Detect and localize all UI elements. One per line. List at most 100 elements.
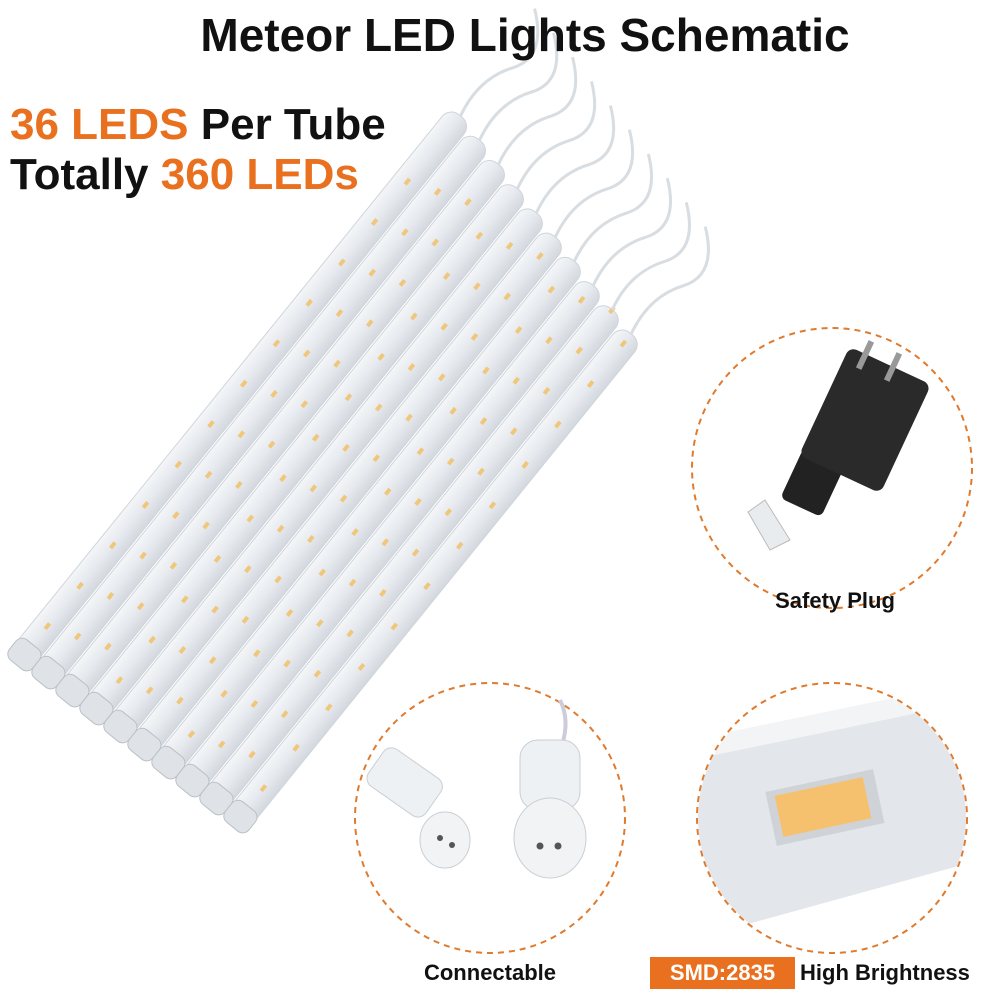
- tubes: [7, 8, 710, 834]
- led-dot: [545, 336, 553, 345]
- led-dot: [283, 659, 291, 668]
- led-dot: [423, 582, 431, 591]
- title: Meteor LED Lights Schematic: [200, 9, 850, 61]
- led-dot: [554, 420, 562, 429]
- tube-wire: [459, 8, 540, 117]
- led-dot: [235, 481, 243, 489]
- tube-wire: [535, 105, 616, 214]
- tube: [55, 56, 578, 708]
- led-dot: [187, 730, 196, 739]
- led-dot: [313, 669, 322, 678]
- led-dot: [141, 500, 150, 509]
- led-dot: [442, 272, 451, 281]
- led-dot: [510, 427, 518, 436]
- led-dot: [318, 568, 327, 577]
- led-dot: [411, 548, 420, 557]
- tube-wire: [629, 226, 710, 335]
- tube: [151, 153, 653, 780]
- led-dot: [464, 198, 472, 207]
- led-dot: [104, 642, 112, 651]
- tube: [103, 105, 616, 744]
- led-dot: [446, 457, 455, 466]
- led-dot: [503, 292, 511, 301]
- led-dot: [346, 629, 354, 638]
- led-dot: [438, 373, 446, 382]
- led-dot: [475, 231, 484, 240]
- connector-illustration: [366, 699, 587, 879]
- led-dot: [335, 309, 344, 318]
- led-dot: [547, 285, 556, 294]
- led-dot: [307, 535, 315, 543]
- headline-accent: 360 LEDs: [160, 150, 359, 199]
- led-dot: [449, 406, 457, 415]
- led-dot: [403, 177, 412, 186]
- led-dot: [455, 541, 464, 550]
- led-dot: [176, 696, 184, 705]
- led-dot: [267, 440, 276, 449]
- led-dot: [285, 608, 294, 617]
- led-dot: [279, 474, 287, 483]
- led-dot: [172, 511, 180, 520]
- led-dot: [470, 332, 479, 341]
- led-dot: [374, 403, 383, 412]
- tube-wire: [572, 153, 653, 262]
- led-dot: [344, 393, 353, 402]
- led-dot: [106, 592, 115, 600]
- led-dot: [211, 605, 219, 614]
- tube-wire: [591, 177, 672, 287]
- tube-wire: [497, 56, 578, 166]
- led-dot: [246, 514, 255, 523]
- headline: 36 LEDS Per Tube: [10, 100, 386, 150]
- led-dot: [348, 578, 357, 587]
- led-dot: [542, 386, 551, 395]
- callout-label: Safety Plug: [775, 588, 895, 613]
- led-dot: [145, 686, 154, 695]
- led-dot: [477, 467, 485, 476]
- led-dot: [333, 359, 341, 368]
- led-dot: [309, 484, 318, 493]
- led-dot: [248, 750, 256, 759]
- led-dot: [410, 312, 418, 321]
- led-dot: [302, 349, 311, 358]
- led-dot: [381, 538, 390, 547]
- led-dot: [383, 487, 392, 496]
- led-dot: [292, 743, 300, 752]
- tube-wire: [610, 202, 691, 311]
- led-dot: [148, 635, 156, 644]
- tube: [175, 177, 672, 798]
- tube-cap: [223, 799, 258, 834]
- led-dot: [512, 376, 520, 385]
- tube-wire: [478, 32, 559, 141]
- led-dot: [169, 561, 178, 570]
- led-dot: [136, 602, 145, 611]
- led-dot: [351, 528, 359, 537]
- led-dot: [311, 433, 320, 442]
- led-dot: [398, 278, 407, 287]
- headline-accent: 36 LEDS: [10, 100, 189, 149]
- led-dot: [357, 662, 366, 671]
- led-dot: [401, 228, 409, 237]
- led-dot: [217, 740, 226, 749]
- led-dot: [444, 508, 453, 517]
- led-dot: [325, 703, 333, 712]
- headline-text: Per Tube: [200, 100, 386, 149]
- led-dot: [366, 319, 374, 328]
- led-dot: [213, 554, 222, 563]
- led-dot: [237, 430, 246, 439]
- led-dot: [253, 649, 261, 658]
- led-dot: [76, 581, 84, 590]
- led-dot: [407, 363, 416, 372]
- led-dot: [316, 619, 324, 628]
- led-dot: [181, 595, 189, 604]
- led-dot: [372, 454, 381, 463]
- tube: [199, 202, 691, 816]
- led-dot: [178, 646, 187, 654]
- led-dot: [207, 420, 215, 429]
- led-dot: [433, 187, 442, 196]
- led-dot: [370, 218, 379, 227]
- tube: [223, 226, 710, 834]
- led-dot: [390, 622, 399, 631]
- led-dot: [473, 282, 481, 291]
- led-dot: [431, 238, 439, 247]
